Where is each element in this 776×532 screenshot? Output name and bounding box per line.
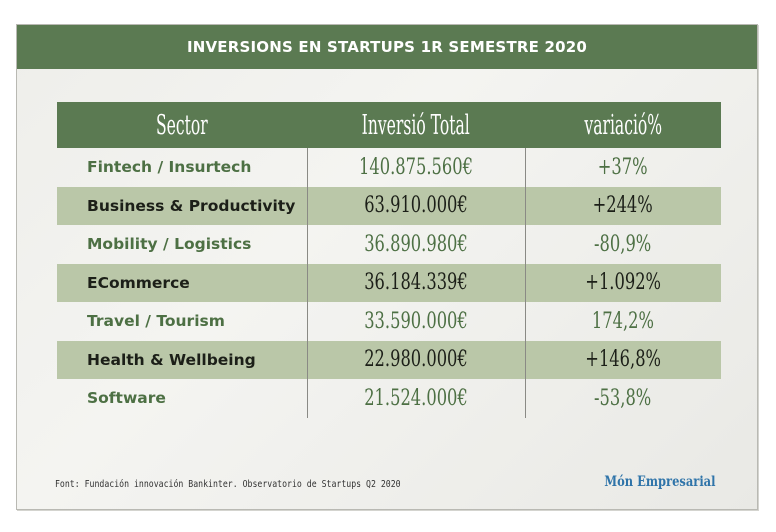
sector-cell: Business & Productivity [87,196,296,215]
infographic-title: INVERSIONS EN STARTUPS 1R SEMESTRE 2020 [17,25,757,69]
investment-value: 22.980.000€ [364,347,468,373]
variation-cell: +37% [525,148,721,187]
sector-cell: ECommerce [87,273,190,292]
table-row: Business & Productivity 63.910.000€ +244% [57,186,721,226]
investment-cell: 33.590.000€ [307,302,525,341]
header-sector: Sector [156,109,208,141]
investment-cell: 140.875.560€ [307,148,525,187]
sector-cell: Software [87,389,166,408]
variation-value: +146,8% [585,347,661,373]
brand-logo: Món Empresarial [603,474,715,490]
investment-cell: 21.524.000€ [307,379,525,418]
sector-cell: Fintech / Insurtech [87,158,252,177]
infographic-frame: INVERSIONS EN STARTUPS 1R SEMESTRE 2020 … [16,24,758,510]
table-body: Fintech / Insurtech 140.875.560€ +37% Busin… [57,148,721,418]
table-header: Sector Inversió Total variació% [57,102,721,148]
investment-value: 33.590.000€ [364,308,468,334]
variation-value: +37% [598,154,648,180]
sector-cell: Travel / Tourism [87,312,225,331]
investment-value: 36.184.339€ [364,270,468,296]
table-row: Software 21.524.000€ -53,8% [57,379,721,418]
investment-cell: 36.890.980€ [307,225,525,264]
column-divider [307,148,308,418]
table-row: Mobility / Logistics 36.890.980€ -80,9% [57,225,721,264]
investment-table: Sector Inversió Total variació% Fintech … [57,102,721,418]
header-variation: variació% [584,109,662,141]
investment-cell: 36.184.339€ [307,264,525,303]
investment-value: 21.524.000€ [364,385,468,411]
variation-cell: -53,8% [525,379,721,418]
table-row: Travel / Tourism 33.590.000€ 174,2% [57,302,721,341]
variation-value: -80,9% [594,231,652,257]
sector-cell: Mobility / Logistics [87,235,252,254]
variation-cell: +146,8% [525,341,721,380]
header-investment: Inversió Total [361,109,471,141]
investment-value: 63.910.000€ [364,193,468,219]
investment-cell: 63.910.000€ [307,187,525,226]
source-note: Font: Fundación innovación Bankinter. Ob… [55,479,401,490]
table-row: Fintech / Insurtech 140.875.560€ +37% [57,148,721,187]
variation-cell: 174,2% [525,302,721,341]
column-divider [525,148,526,418]
table-row: ECommerce 36.184.339€ +1.092% [57,263,721,303]
variation-value: -53,8% [594,385,652,411]
variation-value: +1.092% [585,270,661,296]
investment-value: 140.875.560€ [359,154,473,180]
table-row: Health & Wellbeing 22.980.000€ +146,8% [57,340,721,380]
variation-cell: +244% [525,187,721,226]
sector-cell: Health & Wellbeing [87,350,256,369]
variation-cell: -80,9% [525,225,721,264]
investment-value: 36.890.980€ [364,231,468,257]
investment-cell: 22.980.000€ [307,341,525,380]
variation-cell: +1.092% [525,264,721,303]
variation-value: +244% [592,193,654,219]
variation-value: 174,2% [591,308,655,334]
